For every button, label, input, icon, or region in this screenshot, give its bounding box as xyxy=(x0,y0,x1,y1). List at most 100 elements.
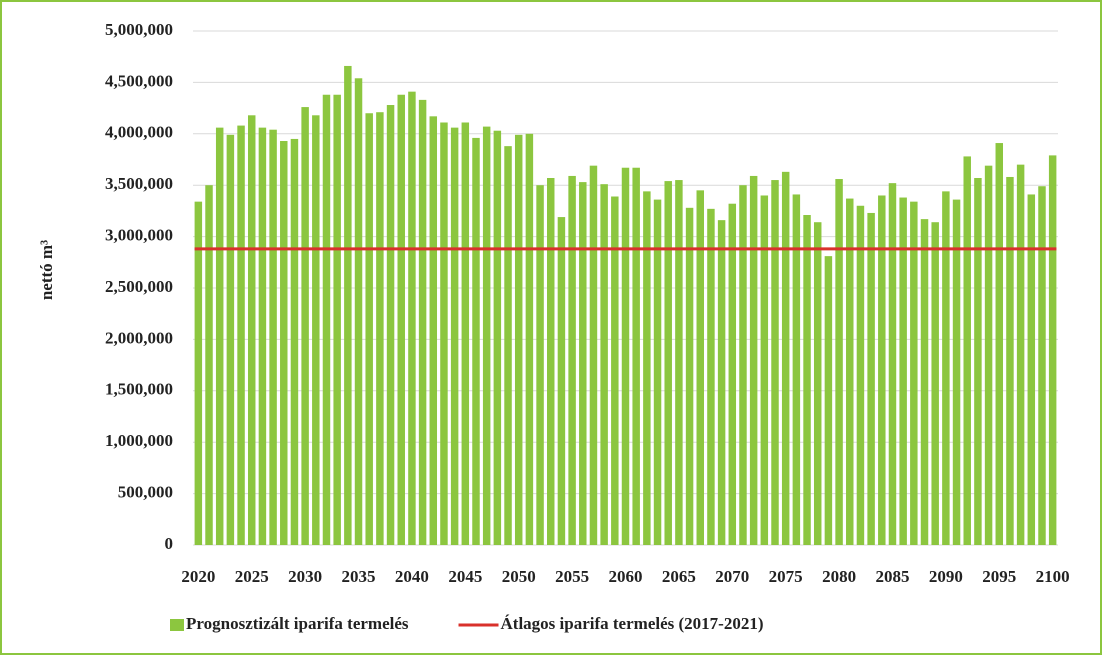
bar xyxy=(878,195,886,546)
bar xyxy=(899,197,907,545)
x-tick-label: 2045 xyxy=(448,567,482,586)
bar xyxy=(867,212,875,545)
bar xyxy=(643,191,651,546)
legend-label: Átlagos iparifa termelés (2017-2021) xyxy=(501,614,764,633)
bar xyxy=(653,199,662,546)
bar xyxy=(760,195,769,546)
y-tick-label: 1,000,000 xyxy=(105,431,173,450)
bar xyxy=(525,133,534,546)
bar xyxy=(749,175,758,545)
bar xyxy=(632,167,640,545)
bar xyxy=(514,134,523,545)
x-tick-label: 2025 xyxy=(235,567,269,586)
bar xyxy=(675,180,683,545)
bar xyxy=(472,137,480,546)
bar xyxy=(418,99,427,545)
bar xyxy=(920,219,929,545)
bar xyxy=(910,201,918,545)
bar xyxy=(226,134,235,545)
bar xyxy=(589,165,598,545)
bar xyxy=(1006,176,1014,545)
legend-swatch xyxy=(170,619,184,631)
bar xyxy=(846,198,854,545)
x-tick-label: 2095 xyxy=(982,567,1016,586)
bar xyxy=(813,222,822,545)
bar xyxy=(269,129,277,546)
bar xyxy=(536,185,544,545)
bar xyxy=(728,203,737,546)
bar xyxy=(856,205,865,545)
bar xyxy=(1027,194,1036,545)
x-tick-label: 2060 xyxy=(609,567,643,586)
y-tick-label: 1,500,000 xyxy=(105,380,173,399)
bar xyxy=(493,130,502,545)
bar xyxy=(322,94,331,546)
y-tick-label: 2,000,000 xyxy=(105,328,173,347)
bar xyxy=(685,207,694,546)
bar xyxy=(707,208,715,545)
bar xyxy=(952,199,961,546)
y-tick-label: 3,000,000 xyxy=(105,226,173,245)
bar xyxy=(280,140,288,545)
bar xyxy=(215,127,224,546)
y-tick-label: 5,000,000 xyxy=(105,20,173,39)
bar xyxy=(963,156,971,545)
bar xyxy=(717,220,726,546)
x-tick-label: 2085 xyxy=(875,567,909,586)
bar xyxy=(482,126,491,545)
bar xyxy=(397,94,405,546)
bar xyxy=(301,107,309,546)
y-tick-label: 500,000 xyxy=(118,483,173,502)
bar xyxy=(974,178,982,545)
bar xyxy=(739,185,747,545)
bar xyxy=(547,178,555,545)
x-tick-label: 2035 xyxy=(342,567,376,586)
bar xyxy=(461,122,470,545)
y-tick-label: 4,000,000 xyxy=(105,123,173,142)
bar xyxy=(1048,155,1057,545)
bar xyxy=(995,143,1004,545)
bar xyxy=(696,190,704,545)
bar xyxy=(194,201,203,545)
x-tick-label: 2055 xyxy=(555,567,589,586)
bar xyxy=(931,222,939,545)
bar xyxy=(354,78,363,546)
bar xyxy=(333,94,341,546)
bar xyxy=(664,181,672,545)
x-tick-label: 2065 xyxy=(662,567,696,586)
x-tick-label: 2030 xyxy=(288,567,322,586)
x-tick-label: 2070 xyxy=(715,567,749,586)
y-tick-label: 4,500,000 xyxy=(105,71,173,90)
bar xyxy=(450,127,459,546)
bar xyxy=(942,191,950,546)
bar xyxy=(568,175,576,545)
x-tick-label: 2050 xyxy=(502,567,536,586)
bar xyxy=(792,194,801,545)
bar xyxy=(504,146,512,546)
y-tick-label: 2,500,000 xyxy=(105,277,173,296)
x-tick-label: 2090 xyxy=(929,567,963,586)
bar xyxy=(781,171,790,545)
bar xyxy=(984,165,993,545)
bar xyxy=(803,215,811,545)
bar xyxy=(290,138,299,545)
legend-label: Prognosztizált iparifa termelés xyxy=(186,614,409,633)
x-tick-label: 2020 xyxy=(181,567,215,586)
x-tick-label: 2100 xyxy=(1036,567,1070,586)
bar xyxy=(1016,164,1025,545)
bar xyxy=(408,91,416,545)
bar xyxy=(579,182,587,545)
bar xyxy=(237,125,245,546)
bar xyxy=(557,217,566,545)
bar xyxy=(611,196,619,545)
x-tick-label: 2040 xyxy=(395,567,429,586)
bar xyxy=(365,113,373,546)
bar xyxy=(429,116,438,545)
y-tick-label: 3,500,000 xyxy=(105,174,173,193)
bar xyxy=(771,180,779,545)
bar xyxy=(247,115,256,546)
bar xyxy=(258,127,267,546)
x-tick-label: 2080 xyxy=(822,567,856,586)
bar xyxy=(621,167,630,545)
